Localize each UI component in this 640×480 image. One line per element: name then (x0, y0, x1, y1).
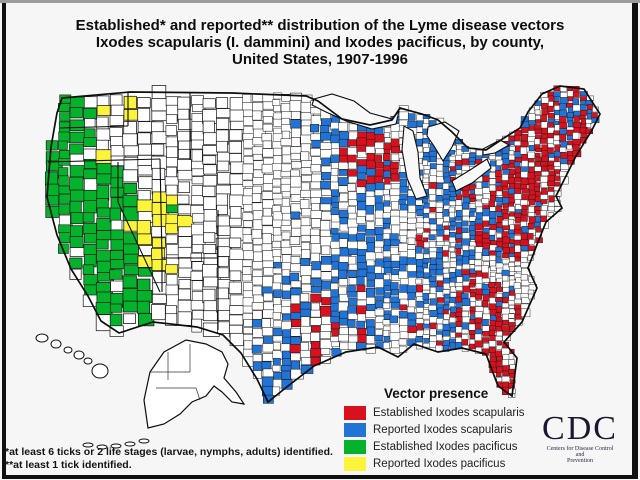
map-title: Established* and reported** distribution… (0, 17, 640, 68)
legend-swatch-yellow (344, 456, 366, 471)
legend-label: Established Ixodes scapularis (373, 406, 525, 419)
footnotes: *at least 6 ticks or 2 life stages (larv… (5, 446, 333, 472)
footnote-reported: **at least 1 tick identified. (5, 459, 132, 471)
great-lakes (311, 93, 511, 200)
county-grid (45, 85, 600, 404)
footnote-established: *at least 6 ticks or 2 life stages (larv… (5, 446, 333, 458)
cdc-logo-acronym: CDC (542, 410, 618, 447)
legend: Vector presence Established Ixodes scapu… (344, 386, 544, 472)
legend-swatch-green (344, 439, 366, 454)
legend-item-established-pacificus: Established Ixodes pacificus (344, 438, 544, 455)
legend-swatch-blue (344, 422, 366, 437)
legend-item-reported-scapularis: Reported Ixodes scapularis (344, 421, 544, 438)
cdc-logo: CDC Centers for Disease Control and Prev… (525, 410, 635, 465)
legend-label: Reported Ixodes scapularis (373, 423, 513, 436)
frame-border-left (2, 3, 6, 477)
state-borders (47, 92, 219, 330)
alaska-inset (82, 339, 246, 450)
legend-label: Reported Ixodes pacificus (373, 457, 506, 470)
cdc-logo-subtext-1: Centers for Disease Control (546, 446, 614, 452)
map-title-line-2: Ixodes scapularis (I. dammini) and Ixode… (95, 34, 545, 51)
legend-label: Established Ixodes pacificus (373, 440, 518, 453)
legend-item-established-scapularis: Established Ixodes scapularis (344, 404, 544, 421)
map-title-line-1: Established* and reported** distribution… (75, 17, 565, 34)
map-title-line-3: United States, 1907-1996 (232, 51, 408, 68)
legend-item-reported-pacificus: Reported Ixodes pacificus (344, 455, 544, 472)
mainland-outline (46, 85, 601, 404)
frame-border-top (0, 0, 640, 3)
legend-title: Vector presence (384, 386, 489, 401)
legend-swatch-red (344, 405, 366, 420)
hawaii-inset (35, 333, 109, 379)
frame-border-bottom (2, 475, 638, 479)
cdc-logo-subtext-3: Prevention (567, 458, 593, 464)
frame-border-right (632, 3, 638, 477)
cdc-logo-subtext-2: and (575, 452, 585, 458)
